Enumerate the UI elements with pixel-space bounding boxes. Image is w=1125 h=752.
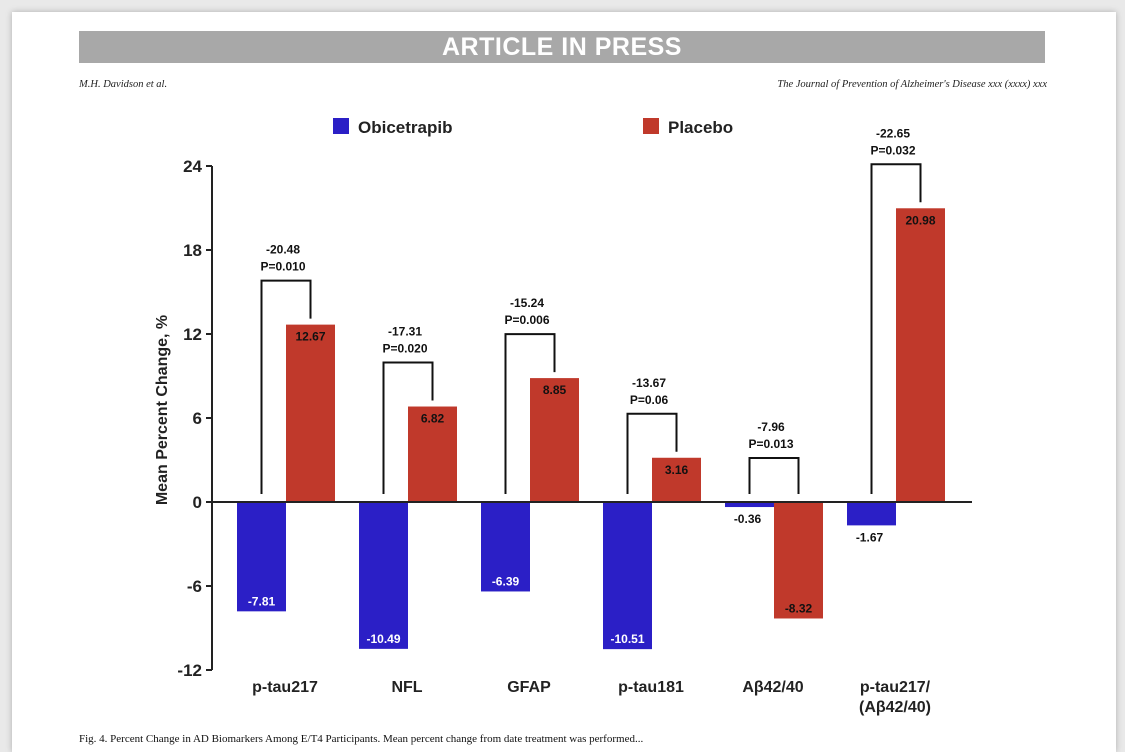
comparison-bracket <box>260 279 312 494</box>
data-label-placebo: 8.85 <box>543 383 567 397</box>
legend-swatch-placebo <box>643 118 659 134</box>
bar-placebo <box>530 378 579 502</box>
data-label-placebo: 6.82 <box>421 412 445 426</box>
data-label-obicetrapib: -10.49 <box>366 632 400 646</box>
annotation-p-value: P=0.020 <box>382 342 427 356</box>
y-tick-label: -6 <box>187 577 202 596</box>
data-label-obicetrapib: -6.39 <box>492 574 520 588</box>
x-tick-label: p-tau217/ <box>860 679 931 696</box>
y-tick-label: 24 <box>183 157 202 176</box>
bar-placebo <box>652 457 701 502</box>
bar-obicetrapib <box>359 502 408 649</box>
data-label-obicetrapib: -7.81 <box>248 594 276 608</box>
annotation-difference: -15.24 <box>510 296 544 310</box>
comparison-bracket <box>382 361 434 494</box>
bar-placebo <box>896 208 945 502</box>
annotation-difference: -22.65 <box>876 126 910 140</box>
bar-obicetrapib <box>237 502 286 612</box>
annotation-difference: -17.31 <box>388 325 422 339</box>
legend-swatch-obicetrapib <box>333 118 349 134</box>
annotation-difference: -13.67 <box>632 376 666 390</box>
bar-obicetrapib <box>725 502 774 508</box>
running-head-journal: The Journal of Prevention of Alzheimer's… <box>777 79 1047 90</box>
x-tick-label: (Aβ42/40) <box>859 699 931 716</box>
x-tick-label: NFL <box>391 679 422 696</box>
annotation-p-value: P=0.032 <box>870 143 915 157</box>
data-label-placebo: 3.16 <box>665 463 689 477</box>
data-label-placebo: -8.32 <box>785 601 813 615</box>
y-tick-label: 6 <box>193 409 202 428</box>
y-tick-label: -12 <box>177 661 202 680</box>
y-tick-label: 0 <box>193 493 202 512</box>
comparison-bracket <box>748 457 800 494</box>
annotation-p-value: P=0.010 <box>260 260 305 274</box>
bar-placebo <box>286 324 335 502</box>
bar-placebo <box>774 502 823 619</box>
annotation-p-value: P=0.06 <box>630 393 669 407</box>
bar-obicetrapib <box>481 502 530 592</box>
comparison-bracket <box>870 163 922 494</box>
x-tick-label: Aβ42/40 <box>742 679 803 696</box>
x-tick-label: GFAP <box>507 679 551 696</box>
data-label-obicetrapib: -1.67 <box>856 530 884 544</box>
annotation-difference: -20.48 <box>266 243 300 257</box>
y-tick-label: 18 <box>183 241 202 260</box>
comparison-bracket <box>626 412 678 494</box>
bar-obicetrapib <box>847 502 896 526</box>
data-label-obicetrapib: -10.51 <box>610 632 644 646</box>
article-in-press-banner: ARTICLE IN PRESS <box>79 31 1045 63</box>
data-label-placebo: 20.98 <box>905 213 935 227</box>
bar-obicetrapib <box>603 502 652 650</box>
annotation-p-value: P=0.013 <box>748 437 793 451</box>
annotation-difference: -7.96 <box>757 420 785 434</box>
x-tick-label: p-tau181 <box>618 679 684 696</box>
legend-label-placebo: Placebo <box>668 118 733 137</box>
y-axis-label: Mean Percent Change, % <box>154 315 171 505</box>
bar-placebo <box>408 406 457 502</box>
data-label-placebo: 12.67 <box>295 330 325 344</box>
comparison-bracket <box>504 333 556 494</box>
data-label-obicetrapib: -0.36 <box>734 512 762 526</box>
annotation-p-value: P=0.006 <box>504 313 549 327</box>
legend-label-obicetrapib: Obicetrapib <box>358 118 452 137</box>
x-tick-label: p-tau217 <box>252 679 318 696</box>
y-tick-label: 12 <box>183 325 202 344</box>
running-head-authors: M.H. Davidson et al. <box>79 79 168 90</box>
